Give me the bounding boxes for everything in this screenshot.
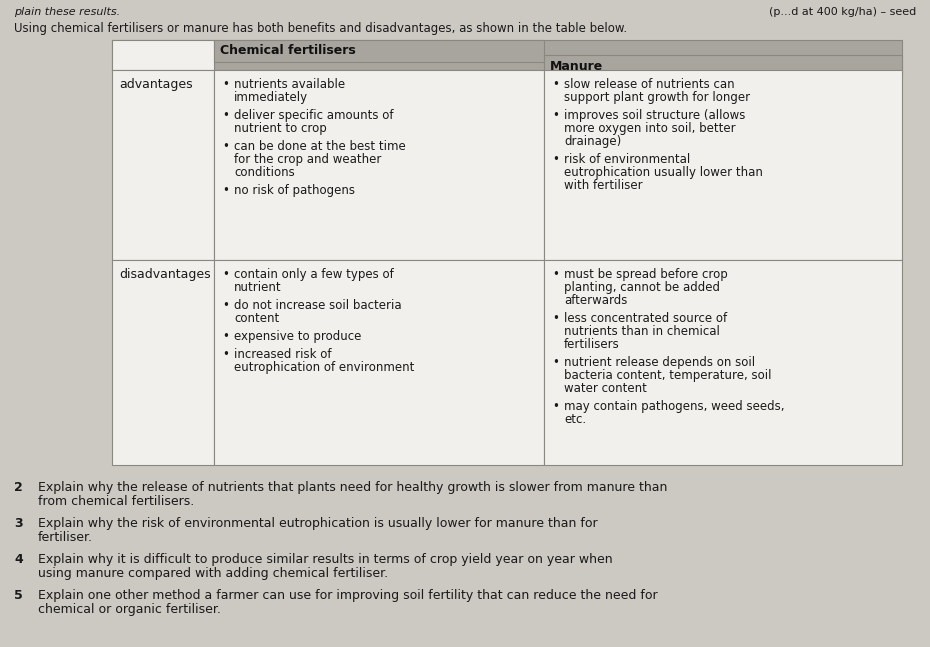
Text: nutrient release depends on soil: nutrient release depends on soil	[564, 356, 755, 369]
Bar	[112, 260, 214, 465]
Text: 2: 2	[14, 481, 22, 494]
Text: •: •	[552, 312, 559, 325]
Text: contain only a few types of: contain only a few types of	[234, 268, 393, 281]
Text: with fertiliser: with fertiliser	[564, 179, 643, 192]
Text: less concentrated source of: less concentrated source of	[564, 312, 727, 325]
Text: Manure: Manure	[550, 60, 604, 72]
Text: •: •	[222, 184, 229, 197]
Text: •: •	[222, 109, 229, 122]
Text: planting, cannot be added: planting, cannot be added	[564, 281, 720, 294]
Text: support plant growth for longer: support plant growth for longer	[564, 91, 751, 104]
Text: drainage): drainage)	[564, 135, 621, 148]
Text: Chemical fertilisers: Chemical fertilisers	[220, 45, 356, 58]
Text: •: •	[552, 78, 559, 91]
Text: can be done at the best time: can be done at the best time	[234, 140, 405, 153]
Text: •: •	[552, 400, 559, 413]
Text: •: •	[552, 153, 559, 166]
Text: chemical or organic fertiliser.: chemical or organic fertiliser.	[38, 603, 220, 616]
Text: •: •	[222, 140, 229, 153]
Bar	[544, 70, 902, 260]
Text: nutrients than in chemical: nutrients than in chemical	[564, 325, 720, 338]
Text: nutrients available: nutrients available	[234, 78, 345, 91]
Text: •: •	[552, 109, 559, 122]
Text: Explain why the release of nutrients that plants need for healthy growth is slow: Explain why the release of nutrients tha…	[38, 481, 668, 494]
Text: disadvantages: disadvantages	[119, 268, 210, 281]
Text: afterwards: afterwards	[564, 294, 628, 307]
Text: must be spread before crop: must be spread before crop	[564, 268, 728, 281]
Text: 4: 4	[14, 553, 22, 566]
Text: fertiliser.: fertiliser.	[38, 531, 93, 544]
Bar	[214, 260, 544, 465]
Text: slow release of nutrients can: slow release of nutrients can	[564, 78, 735, 91]
Text: •: •	[222, 299, 229, 312]
Bar	[214, 40, 544, 62]
Text: eutrophication of environment: eutrophication of environment	[234, 361, 415, 374]
Text: expensive to produce: expensive to produce	[234, 330, 362, 343]
Text: (p...d at 400 kg/ha) – seed: (p...d at 400 kg/ha) – seed	[769, 7, 916, 17]
Text: improves soil structure (allows: improves soil structure (allows	[564, 109, 745, 122]
Bar	[544, 55, 902, 77]
Text: using manure compared with adding chemical fertiliser.: using manure compared with adding chemic…	[38, 567, 388, 580]
Text: •: •	[552, 356, 559, 369]
Text: deliver specific amounts of: deliver specific amounts of	[234, 109, 393, 122]
Text: •: •	[222, 348, 229, 361]
Text: nutrient: nutrient	[234, 281, 282, 294]
Text: Using chemical fertilisers or manure has both benefits and disadvantages, as sho: Using chemical fertilisers or manure has…	[14, 22, 627, 35]
Text: Explain why the risk of environmental eutrophication is usually lower for manure: Explain why the risk of environmental eu…	[38, 517, 598, 530]
Text: nutrient to crop: nutrient to crop	[234, 122, 326, 135]
Text: conditions: conditions	[234, 166, 295, 179]
Bar	[112, 40, 214, 70]
Text: content: content	[234, 312, 279, 325]
Text: increased risk of: increased risk of	[234, 348, 331, 361]
Bar	[112, 70, 214, 260]
Text: may contain pathogens, weed seeds,: may contain pathogens, weed seeds,	[564, 400, 785, 413]
Text: from chemical fertilisers.: from chemical fertilisers.	[38, 495, 194, 508]
Text: •: •	[552, 268, 559, 281]
Text: etc.: etc.	[564, 413, 586, 426]
Bar	[112, 40, 214, 70]
Text: 3: 3	[14, 517, 22, 530]
Text: •: •	[222, 268, 229, 281]
Bar	[214, 70, 544, 260]
Text: immediately: immediately	[234, 91, 308, 104]
Bar	[544, 260, 902, 465]
Text: 5: 5	[14, 589, 22, 602]
Text: •: •	[222, 330, 229, 343]
Text: more oxygen into soil, better: more oxygen into soil, better	[564, 122, 736, 135]
Text: Explain why it is difficult to produce similar results in terms of crop yield ye: Explain why it is difficult to produce s…	[38, 553, 613, 566]
Text: bacteria content, temperature, soil: bacteria content, temperature, soil	[564, 369, 772, 382]
Text: Explain one other method a farmer can use for improving soil fertility that can : Explain one other method a farmer can us…	[38, 589, 658, 602]
Text: plain these results.: plain these results.	[14, 7, 120, 17]
Text: do not increase soil bacteria: do not increase soil bacteria	[234, 299, 402, 312]
Text: no risk of pathogens: no risk of pathogens	[234, 184, 355, 197]
Text: advantages: advantages	[119, 78, 193, 91]
Text: risk of environmental: risk of environmental	[564, 153, 690, 166]
Text: water content: water content	[564, 382, 647, 395]
Text: eutrophication usually lower than: eutrophication usually lower than	[564, 166, 763, 179]
Text: for the crop and weather: for the crop and weather	[234, 153, 381, 166]
Text: •: •	[222, 78, 229, 91]
Bar	[214, 40, 902, 70]
Text: fertilisers: fertilisers	[564, 338, 619, 351]
